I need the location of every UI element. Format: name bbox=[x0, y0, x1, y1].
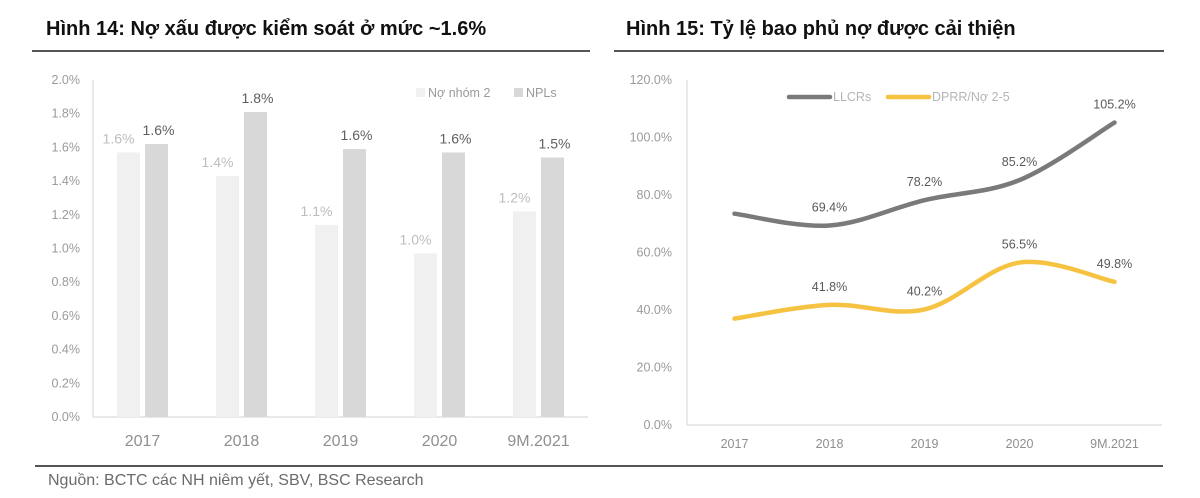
legend-swatch bbox=[416, 88, 425, 97]
data-label-dprr: 40.2% bbox=[907, 284, 942, 298]
data-label-dprr: 41.8% bbox=[812, 280, 847, 294]
right-y-tick-label: 80.0% bbox=[637, 188, 672, 202]
left-x-tick-label: 2018 bbox=[224, 433, 260, 450]
left-y-tick-label: 0.8% bbox=[52, 275, 81, 289]
left-x-tick-label: 9M.2021 bbox=[507, 433, 569, 450]
bar-no-nhom-2 bbox=[315, 224, 338, 417]
line-llcrs bbox=[732, 120, 1117, 229]
legend-label: DPRR/Nợ 2-5 bbox=[932, 90, 1010, 104]
data-label-llcrs: 69.4% bbox=[812, 200, 847, 214]
bar-npls bbox=[145, 144, 168, 417]
right-y-tick-label: 120.0% bbox=[630, 73, 672, 87]
right-y-tick-label: 0.0% bbox=[644, 418, 673, 432]
left-x-tick-label: 2017 bbox=[125, 433, 161, 450]
right-x-tick-label: 9M.2021 bbox=[1090, 437, 1139, 451]
source-note: Nguồn: BCTC các NH niêm yết, SBV, BSC Re… bbox=[48, 472, 424, 489]
data-label-npls: 1.5% bbox=[539, 136, 571, 152]
data-label-no-nhom-2: 1.1% bbox=[301, 203, 333, 219]
data-label-no-nhom-2: 1.0% bbox=[400, 232, 432, 248]
right-line-chart: 0.0% 20.0% 40.0% 60.0% 80.0% 100.0% 120.0% 2017… bbox=[630, 73, 1162, 451]
line-dprr bbox=[732, 259, 1117, 321]
right-y-tick-label: 40.0% bbox=[637, 303, 672, 317]
left-y-tick-label: 0.0% bbox=[52, 410, 81, 424]
bar-no-nhom-2 bbox=[117, 152, 140, 417]
bar-no-nhom-2 bbox=[216, 176, 239, 417]
left-x-tick-label: 2019 bbox=[323, 433, 359, 450]
data-label-npls: 1.6% bbox=[440, 130, 472, 146]
left-title-divider bbox=[32, 50, 590, 52]
left-y-tick-label: 1.0% bbox=[52, 242, 81, 256]
data-label-dprr: 56.5% bbox=[1002, 238, 1037, 252]
legend-label: NPLs bbox=[526, 86, 557, 100]
bar-npls bbox=[343, 149, 366, 417]
left-y-tick-label: 0.4% bbox=[52, 343, 81, 357]
right-y-tick-label: 60.0% bbox=[637, 246, 672, 260]
right-x-tick-label: 2017 bbox=[721, 437, 749, 451]
data-label-no-nhom-2: 1.6% bbox=[103, 130, 135, 146]
right-x-tick-label: 2020 bbox=[1006, 437, 1034, 451]
right-x-tick-label: 2018 bbox=[816, 437, 844, 451]
right-chart-title: Hình 15: Tỷ lệ bao phủ nợ được cải thiện bbox=[626, 18, 1016, 40]
data-label-no-nhom-2: 1.4% bbox=[202, 154, 234, 170]
left-y-tick-label: 1.2% bbox=[52, 208, 81, 222]
left-y-tick-label: 1.6% bbox=[52, 140, 81, 154]
left-bar-chart: 0.0% 0.2% 0.4% 0.6% 0.8% 1.0% 1.2% 1.4% 1.6% 1.8%… bbox=[52, 73, 588, 450]
right-y-tick-label: 20.0% bbox=[637, 361, 672, 375]
data-label-npls: 1.8% bbox=[242, 90, 274, 106]
left-y-tick-label: 0.2% bbox=[52, 376, 81, 390]
bar-npls bbox=[442, 152, 465, 417]
right-x-tick-label: 2019 bbox=[911, 437, 939, 451]
bar-no-nhom-2 bbox=[414, 253, 437, 417]
legend-swatch bbox=[514, 88, 523, 97]
data-label-no-nhom-2: 1.2% bbox=[499, 189, 531, 205]
left-chart-title: Hình 14: Nợ xấu được kiểm soát ở mức ~1.… bbox=[46, 18, 487, 40]
data-label-llcrs: 105.2% bbox=[1093, 98, 1135, 112]
right-title-divider bbox=[614, 50, 1164, 52]
left-y-tick-label: 1.4% bbox=[52, 174, 81, 188]
source-divider bbox=[35, 465, 1163, 467]
bar-npls bbox=[244, 112, 267, 417]
data-label-llcrs: 85.2% bbox=[1002, 155, 1037, 169]
left-x-tick-label: 2020 bbox=[422, 433, 458, 450]
legend-label: LLCRs bbox=[833, 90, 871, 104]
data-label-llcrs: 78.2% bbox=[907, 175, 942, 189]
data-label-npls: 1.6% bbox=[143, 122, 175, 138]
data-label-npls: 1.6% bbox=[341, 127, 373, 143]
legend-label: Nợ nhóm 2 bbox=[428, 86, 490, 100]
left-y-tick-label: 2.0% bbox=[52, 73, 81, 87]
bar-npls bbox=[541, 157, 564, 417]
bar-no-nhom-2 bbox=[513, 211, 536, 417]
data-label-dprr: 49.8% bbox=[1097, 257, 1132, 271]
left-y-tick-label: 1.8% bbox=[52, 107, 81, 121]
left-y-tick-label: 0.6% bbox=[52, 309, 81, 323]
right-y-tick-label: 100.0% bbox=[630, 131, 672, 145]
